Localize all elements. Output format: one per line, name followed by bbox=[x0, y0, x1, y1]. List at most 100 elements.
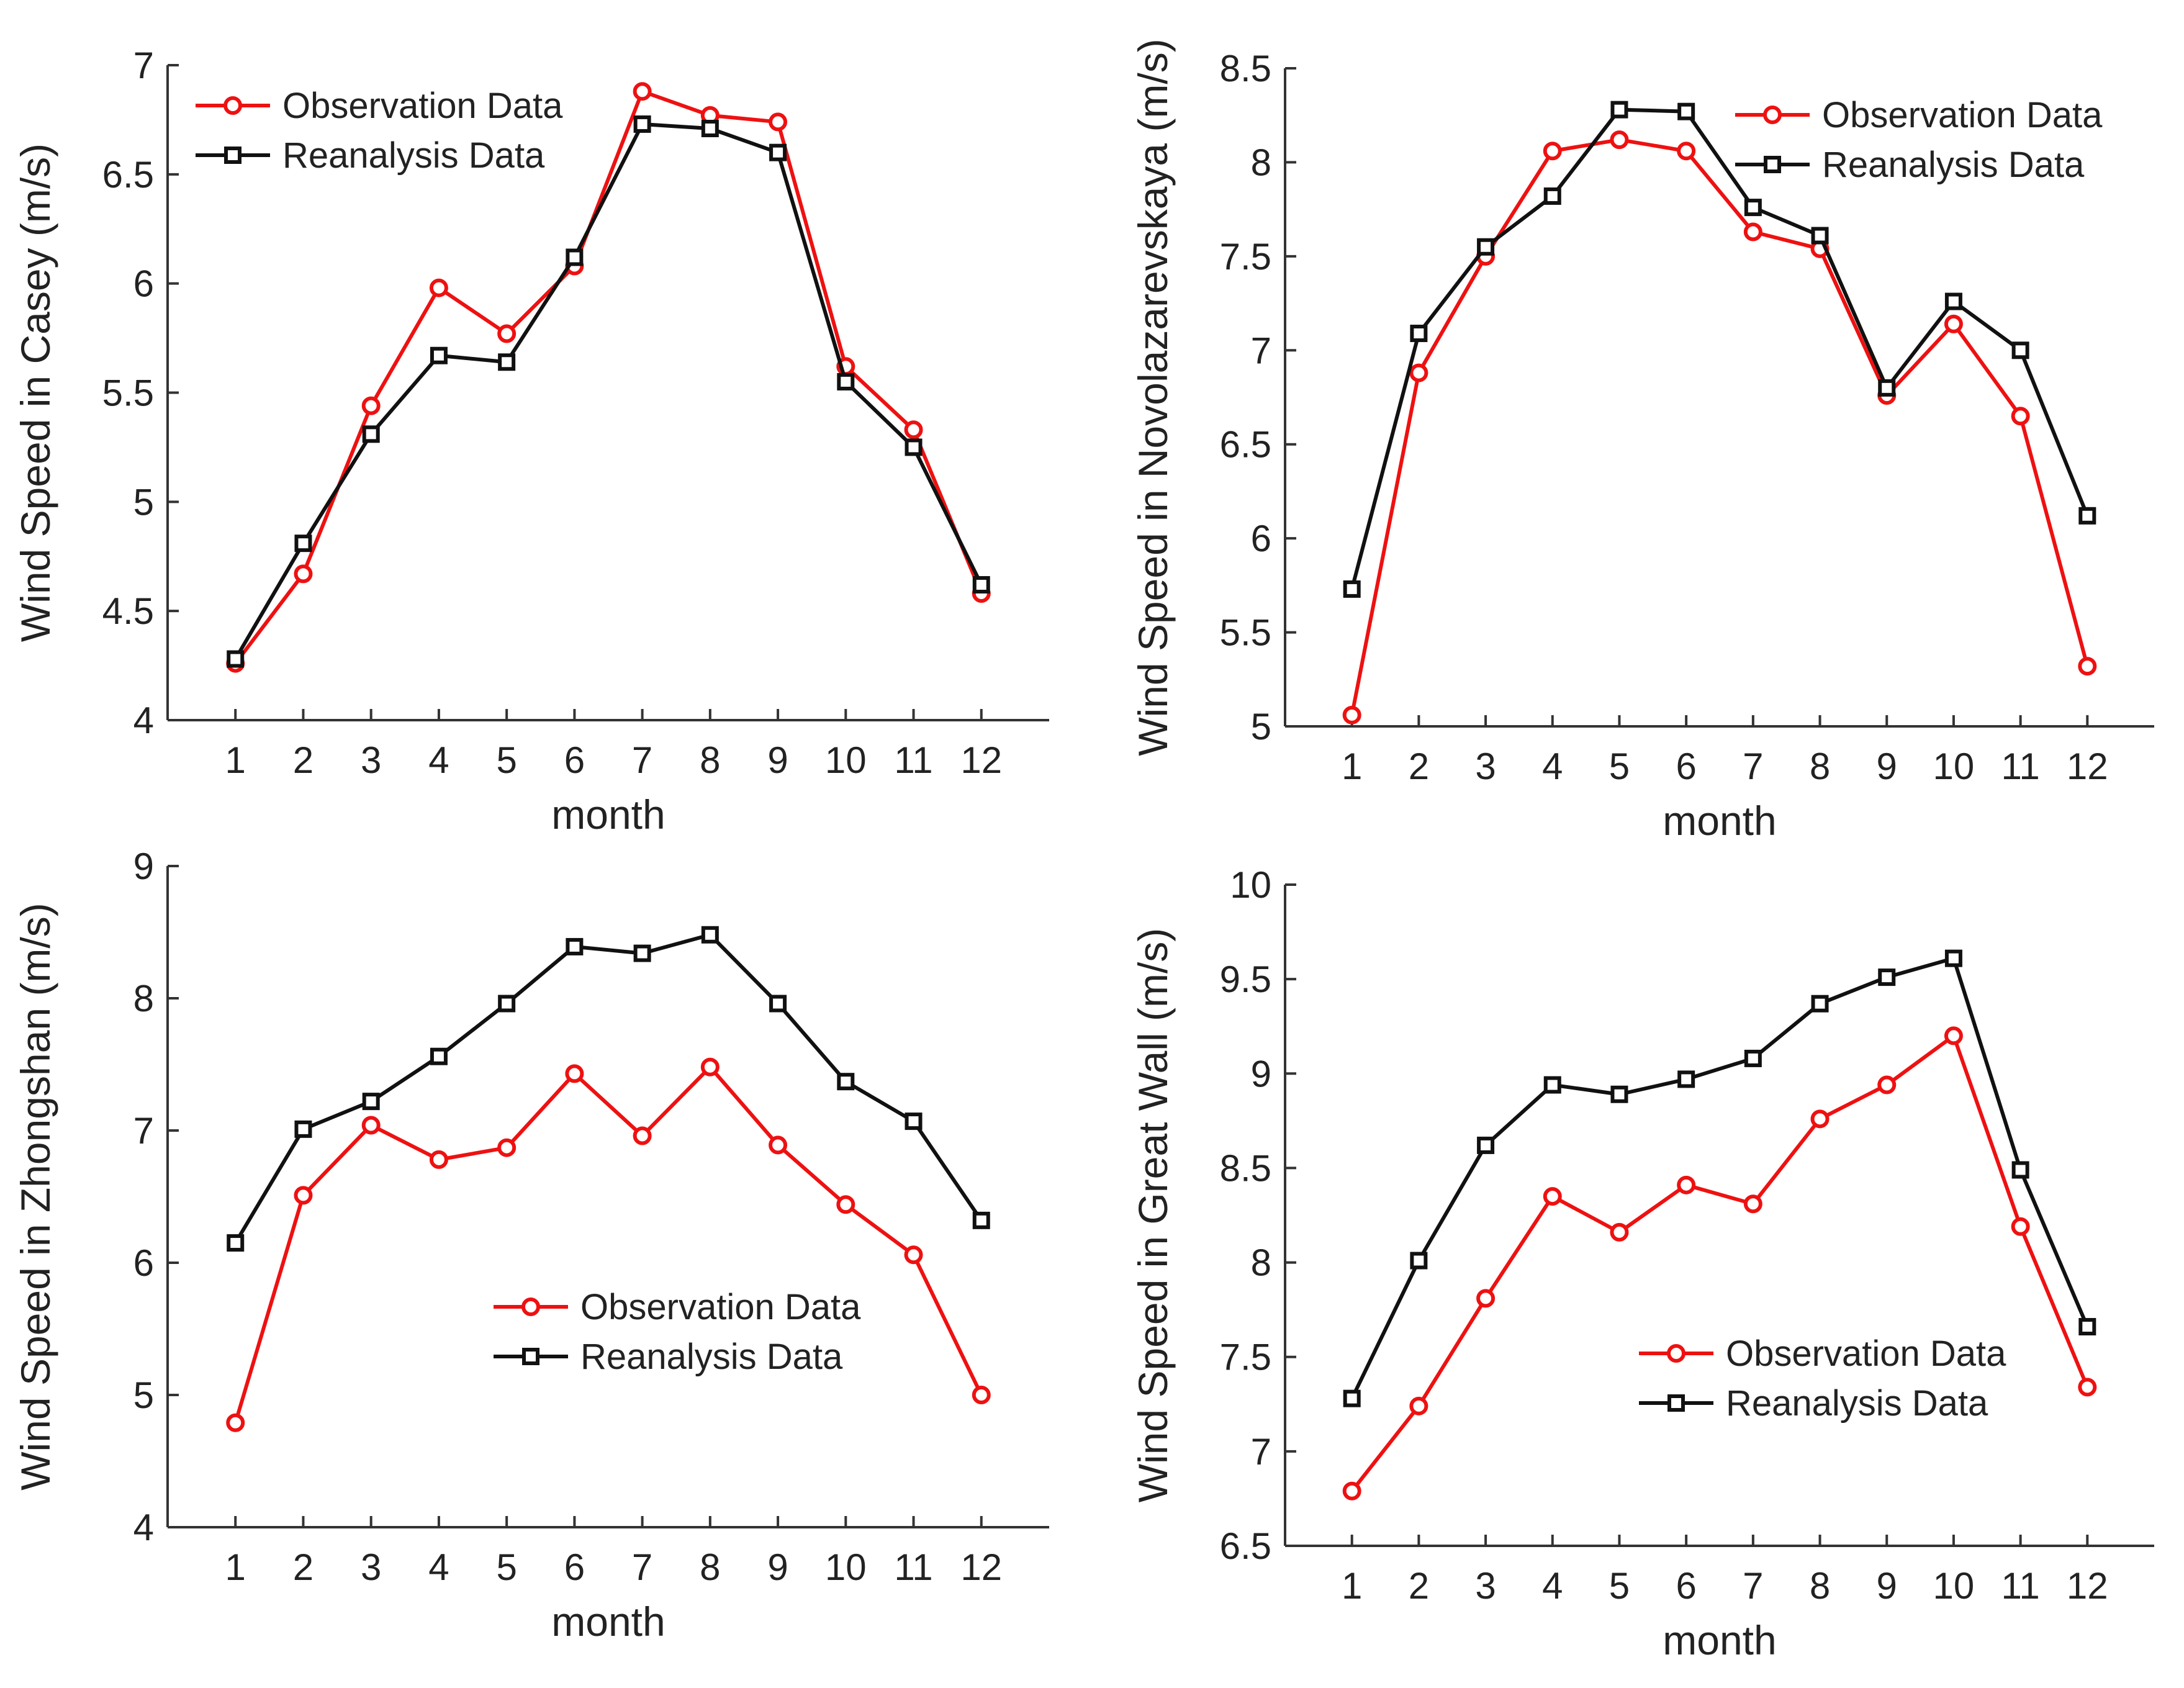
x-tick-label: 9 bbox=[1877, 1565, 1897, 1607]
data-point-square bbox=[498, 353, 516, 371]
data-point-square bbox=[1677, 1070, 1695, 1088]
data-point-square bbox=[2078, 507, 2096, 525]
y-tick-label: 9 bbox=[133, 846, 154, 887]
x-tick-label: 1 bbox=[225, 1546, 246, 1588]
data-point-square bbox=[1878, 968, 1896, 986]
legend: Observation Data Reanalysis Data bbox=[196, 86, 563, 176]
data-point-square bbox=[701, 926, 719, 944]
series-reanalysis bbox=[227, 926, 990, 1252]
x-tick-label: 2 bbox=[1409, 1565, 1429, 1607]
y-tick-label: 8.5 bbox=[1220, 48, 1271, 89]
x-tick-label: 5 bbox=[1609, 746, 1630, 787]
y-tick-label: 5 bbox=[133, 1374, 154, 1416]
y-tick-label: 7 bbox=[133, 1110, 154, 1152]
data-point-square bbox=[1744, 1049, 1762, 1067]
y-tick-label: 7 bbox=[133, 45, 154, 86]
x-tick-label: 10 bbox=[1933, 746, 1975, 787]
series-reanalysis bbox=[1343, 101, 2096, 598]
legend-marker-square bbox=[1667, 1394, 1685, 1412]
x-tick-label: 8 bbox=[700, 1546, 720, 1588]
data-point-square bbox=[1878, 379, 1896, 397]
legend: Observation Data Reanalysis Data bbox=[1735, 95, 2103, 185]
data-point-square bbox=[905, 438, 923, 456]
data-point-circle bbox=[1810, 1109, 1830, 1129]
data-point-circle bbox=[497, 324, 517, 343]
data-point-circle bbox=[2078, 1378, 2097, 1397]
data-point-square bbox=[430, 1047, 448, 1065]
data-point-square bbox=[1610, 1085, 1628, 1103]
y-tick-label: 5.5 bbox=[1220, 612, 1271, 654]
data-point-square bbox=[1543, 1076, 1561, 1094]
legend-marker-circle bbox=[1763, 106, 1782, 124]
x-tick-label: 4 bbox=[428, 739, 449, 781]
y-axis-label: Wind Speed in Novolazarevskaya (m/s) bbox=[1130, 38, 1176, 756]
x-tick-label: 10 bbox=[825, 1546, 867, 1588]
legend-marker-circle bbox=[521, 1298, 540, 1316]
data-point-circle bbox=[1476, 1289, 1496, 1308]
data-point-circle bbox=[904, 1245, 923, 1265]
data-point-circle bbox=[633, 82, 652, 101]
data-point-square bbox=[1477, 1136, 1495, 1154]
data-point-square bbox=[227, 650, 245, 668]
legend: Observation Data Reanalysis Data bbox=[494, 1287, 861, 1377]
y-axis-label: Wind Speed in Zhongshan (m/s) bbox=[12, 903, 58, 1490]
legend-marker-square bbox=[1764, 156, 1781, 173]
data-point-square bbox=[972, 575, 990, 594]
data-point-square bbox=[1744, 199, 1762, 217]
x-tick-label: 3 bbox=[1475, 746, 1496, 787]
x-tick-label: 3 bbox=[361, 739, 381, 781]
data-point-square bbox=[294, 535, 312, 553]
data-point-square bbox=[1410, 325, 1428, 343]
y-tick-label: 5 bbox=[133, 481, 154, 523]
data-point-circle bbox=[1409, 1396, 1428, 1415]
data-point-square bbox=[1811, 227, 1829, 245]
x-axis-label: month bbox=[551, 1599, 665, 1645]
data-point-circle bbox=[361, 396, 381, 415]
x-tick-label: 7 bbox=[1743, 1565, 1763, 1607]
data-point-square bbox=[837, 372, 855, 390]
data-point-circle bbox=[1409, 363, 1428, 382]
series-line bbox=[233, 89, 983, 665]
y-tick-label: 7 bbox=[1251, 1431, 1271, 1473]
series-line bbox=[233, 932, 983, 1244]
chart-panel-2: 55.566.577.588.51 2 3 4 5 6 7 8 9 10 11 12monthWind… bbox=[1130, 38, 2154, 844]
x-tick-label: 5 bbox=[1609, 1565, 1630, 1607]
data-point-square bbox=[2011, 341, 2029, 359]
x-tick-label: 8 bbox=[1810, 1565, 1830, 1607]
data-point-circle bbox=[836, 1195, 855, 1214]
series-line bbox=[1350, 107, 2090, 590]
data-point-square bbox=[1811, 995, 1829, 1013]
data-point-square bbox=[1477, 238, 1495, 256]
y-tick-label: 8.5 bbox=[1220, 1147, 1271, 1189]
data-point-square bbox=[837, 1073, 855, 1091]
x-tick-label: 8 bbox=[1810, 746, 1830, 787]
x-tick-label: 6 bbox=[564, 739, 585, 781]
y-tick-label: 8 bbox=[133, 978, 154, 1019]
data-point-circle bbox=[429, 1150, 448, 1169]
data-point-circle bbox=[1743, 222, 1762, 241]
y-tick-label: 4 bbox=[133, 700, 154, 741]
data-point-circle bbox=[700, 1057, 720, 1076]
series-line bbox=[1350, 1034, 2090, 1492]
data-point-square bbox=[633, 944, 651, 962]
series-line bbox=[233, 1065, 983, 1424]
data-point-square bbox=[498, 995, 516, 1013]
y-tick-label: 6 bbox=[133, 263, 154, 305]
y-tick-label: 8 bbox=[1251, 1242, 1271, 1284]
data-point-circle bbox=[2011, 407, 2030, 426]
data-point-square bbox=[769, 995, 787, 1013]
x-tick-label: 12 bbox=[2067, 1565, 2108, 1607]
x-axis-label: month bbox=[1663, 798, 1776, 844]
data-point-square bbox=[362, 425, 380, 443]
x-tick-label: 3 bbox=[361, 1546, 381, 1588]
data-point-square bbox=[430, 346, 448, 364]
legend-label: Observation Data bbox=[282, 86, 563, 126]
x-tick-label: 4 bbox=[1542, 1565, 1563, 1607]
data-point-circle bbox=[1543, 142, 1562, 161]
data-point-circle bbox=[226, 1413, 245, 1432]
x-tick-label: 9 bbox=[767, 1546, 788, 1588]
legend-marker-square bbox=[522, 1348, 539, 1365]
legend-marker-square bbox=[224, 147, 241, 164]
y-tick-label: 4.5 bbox=[102, 590, 154, 632]
